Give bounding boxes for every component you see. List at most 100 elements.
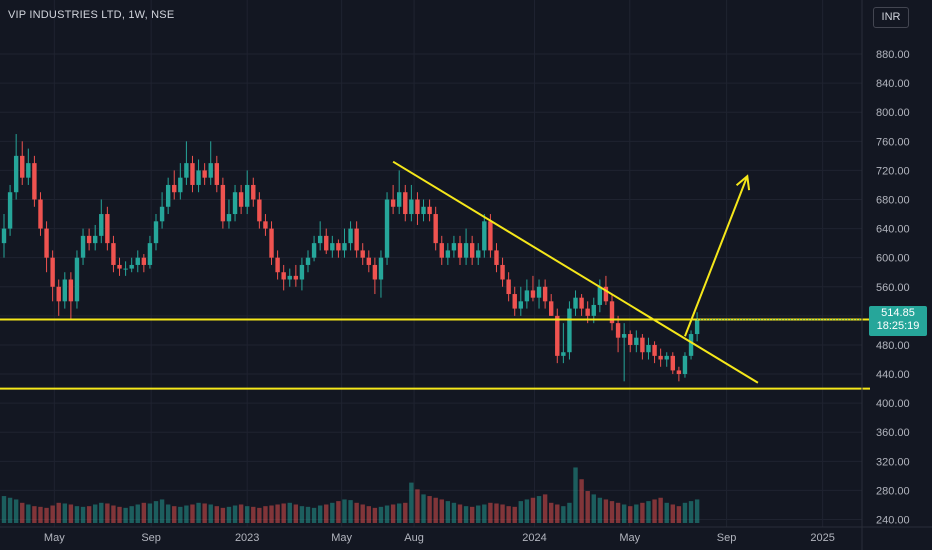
time-axis-label: Sep <box>717 532 737 544</box>
volume-bar <box>634 504 639 523</box>
volume-bar <box>500 504 505 523</box>
candle-body <box>147 243 153 265</box>
candle-body <box>214 163 219 185</box>
volume-bar <box>68 504 74 523</box>
candle-body <box>384 199 390 258</box>
candle-body <box>652 344 657 356</box>
candle-body <box>165 184 171 207</box>
candle-body <box>628 334 633 345</box>
volume-bar <box>457 504 463 523</box>
volume-bar <box>165 504 171 523</box>
candle-body <box>263 221 268 229</box>
volume-bar <box>524 499 530 523</box>
time-axis-label: 2024 <box>522 532 546 544</box>
candle-body <box>366 257 371 265</box>
candle-body <box>482 221 487 251</box>
symbol-title: VIP INDUSTRIES LTD, 1W, NSE <box>8 9 175 21</box>
candle-body <box>555 315 560 356</box>
candle-body <box>573 297 578 309</box>
volume-bar <box>74 506 80 523</box>
volume-bar <box>178 506 183 523</box>
volume-bar <box>153 501 159 523</box>
volume-bar <box>111 505 116 523</box>
price-axis-label: 560.00 <box>876 282 910 294</box>
breakout-arrow-head <box>735 174 751 191</box>
volume-bar <box>317 505 323 523</box>
volume-bar <box>621 504 627 523</box>
volume-bar <box>257 507 262 523</box>
candle-body <box>172 184 177 193</box>
volume-bar <box>378 506 384 523</box>
volume-bar <box>390 504 396 523</box>
volume-bar <box>1 496 7 523</box>
currency-selector[interactable]: INR <box>873 7 909 28</box>
candle-body <box>208 163 213 178</box>
volume-bar <box>597 497 603 523</box>
candle-body <box>13 155 19 193</box>
volume-bar <box>366 506 371 523</box>
volume-bar <box>451 502 457 523</box>
volume-bar <box>676 506 682 523</box>
volume-bar <box>652 499 657 523</box>
volume-bar <box>263 506 268 523</box>
candle-body <box>299 264 305 280</box>
candle-body <box>445 250 451 258</box>
volume-bar <box>245 506 250 523</box>
volume-bar <box>579 479 584 523</box>
candle-body <box>518 301 523 309</box>
volume-bar <box>330 502 335 523</box>
candle-body <box>105 214 110 244</box>
price-axis-label: 280.00 <box>876 485 910 497</box>
candle-body <box>226 214 232 222</box>
candle-body <box>457 243 463 258</box>
price-axis-label: 240.00 <box>876 515 910 527</box>
candle-body <box>257 199 262 222</box>
candle-body <box>232 192 238 215</box>
candle-body <box>202 170 207 178</box>
candle-body <box>670 355 675 371</box>
price-axis-label: 760.00 <box>876 136 910 148</box>
volume-bar <box>226 506 232 523</box>
candle-body <box>190 163 195 185</box>
price-axis-label: 680.00 <box>876 195 910 207</box>
candle-body <box>1 228 7 244</box>
volume-bar <box>129 506 134 523</box>
volume-bar <box>105 503 110 523</box>
candle-body <box>93 235 98 244</box>
candle-body <box>281 272 286 280</box>
candle-body <box>129 264 134 269</box>
volume-bar <box>536 496 542 523</box>
price-axis-label: 880.00 <box>876 49 910 61</box>
candle-body <box>439 243 444 258</box>
time-axis-label: Aug <box>404 532 424 544</box>
candle-body <box>536 286 542 298</box>
candle-body <box>7 192 13 229</box>
candle-body <box>141 257 147 265</box>
candle-body <box>123 268 128 270</box>
candle-body <box>476 250 481 258</box>
candle-body <box>688 334 694 356</box>
volume-bar <box>287 502 292 523</box>
volume-bar <box>275 504 280 523</box>
volume-bar <box>32 506 37 523</box>
time-axis-label: May <box>44 532 65 544</box>
volume-bar <box>488 502 493 523</box>
volume-bar <box>512 506 517 523</box>
volume-bar <box>141 502 147 523</box>
candle-body <box>609 301 615 324</box>
candle-body <box>287 275 292 280</box>
price-axis-label: 400.00 <box>876 398 910 410</box>
volume-bar <box>609 501 615 523</box>
candle-body <box>640 337 645 353</box>
volume-bar <box>445 501 451 523</box>
candle-body <box>469 243 475 258</box>
candle-body <box>579 297 584 309</box>
volume-bar <box>348 500 353 523</box>
candle-body <box>336 243 341 251</box>
volume-bar <box>354 502 359 523</box>
candle-body <box>524 290 530 302</box>
volume-bar <box>299 506 305 523</box>
time-axis-label: May <box>619 532 640 544</box>
candle-body <box>324 235 329 251</box>
